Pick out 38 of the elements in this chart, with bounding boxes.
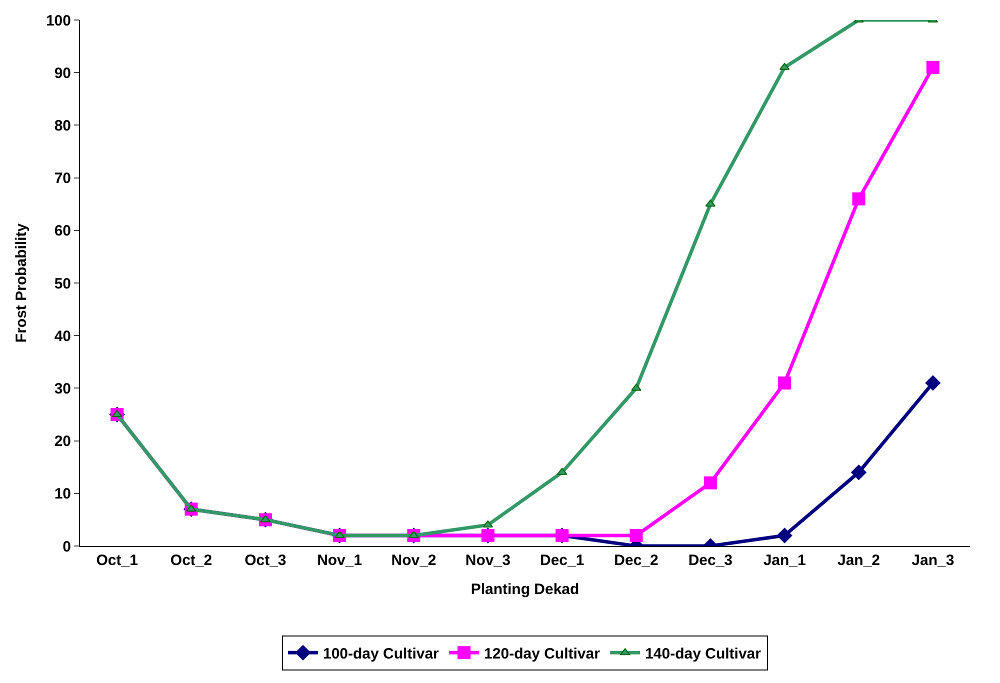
point: [778, 376, 792, 390]
x-tick-label: Jan_3: [912, 552, 954, 569]
y-tick-label: 80: [54, 117, 71, 134]
x-tick-label: Nov_2: [391, 552, 436, 569]
point: [704, 476, 717, 490]
point: [631, 384, 642, 391]
y-tick-label: 100: [46, 12, 71, 30]
legend-label: 100-day Cultivar: [323, 646, 440, 663]
y-tick-label: 40: [54, 328, 71, 345]
y-tick-label: 90: [54, 64, 71, 82]
y-tick-label: 20: [54, 433, 71, 450]
x-tick-label: Nov_1: [317, 552, 362, 569]
point: [776, 528, 792, 544]
y-tick-label: 10: [54, 486, 71, 503]
y-axis-title: Frost Probability: [13, 222, 30, 343]
y-tick-label: 60: [54, 222, 71, 240]
point: [852, 192, 866, 206]
x-tick-label: Dec_1: [540, 552, 584, 569]
y-tick-label: 30: [54, 380, 71, 398]
x-tick-label: Oct_3: [244, 552, 286, 569]
y-tick-label: 0: [62, 538, 71, 556]
legend-label: 140-day Cultivar: [645, 646, 762, 663]
x-tick-label: Oct_2: [170, 552, 212, 569]
x-tick-label: Jan_1: [763, 552, 806, 569]
y-tick-label: 70: [54, 170, 71, 188]
y-tick-label: 50: [54, 275, 71, 292]
x-tick-label: Oct_1: [96, 552, 138, 569]
x-axis-title: Planting Dekad: [470, 581, 580, 598]
point: [851, 464, 866, 480]
point: [408, 530, 419, 538]
point: [926, 60, 940, 74]
x-tick-label: Jan_2: [837, 552, 880, 569]
point: [925, 375, 941, 391]
point: [630, 528, 643, 542]
x-tick-label: Dec_3: [688, 552, 733, 569]
x-tick-label: Nov_3: [465, 552, 510, 569]
x-tick-label: Dec_2: [614, 552, 658, 569]
legend-label: 120-day Cultivar: [484, 646, 600, 663]
